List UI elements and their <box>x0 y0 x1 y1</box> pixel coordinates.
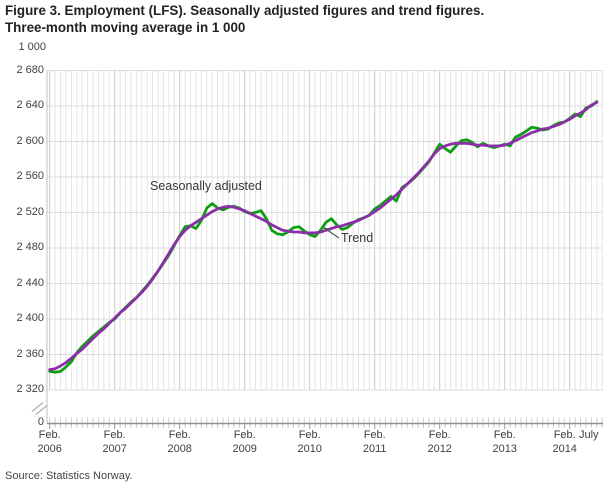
y-axis-zero-label: 0 <box>37 416 44 428</box>
figure-title: Figure 3. Employment (LFS). Seasonally a… <box>5 3 607 36</box>
x-axis-tick-label: Feb. 2008 <box>167 429 192 455</box>
x-axis-tick-label: Feb. 2007 <box>102 429 127 455</box>
x-axis-tick-label: Feb. 2009 <box>232 429 257 455</box>
x-axis-tick-label: July <box>579 429 599 441</box>
y-axis-tick-label: 2 360 <box>16 347 44 360</box>
x-axis-tick-label: Feb. 2010 <box>297 429 322 455</box>
y-axis-tick-label: 2 320 <box>16 383 44 395</box>
figure-title-line2: Three-month moving average in 1 000 <box>5 19 246 35</box>
x-axis-tick-label: Feb. 2014 <box>552 429 577 455</box>
x-axis-tick-label: Feb. 2012 <box>427 429 452 455</box>
axis-break-icon <box>35 404 48 416</box>
x-axis-tick-label: Feb. 2011 <box>362 429 387 455</box>
source-note: Source: Statistics Norway. <box>5 470 133 482</box>
trend-arrowhead <box>323 227 328 232</box>
y-axis-tick-label: 2 680 <box>16 63 44 76</box>
x-axis-tick-label: Feb. 2013 <box>492 429 517 455</box>
axis-break-icon <box>31 401 44 413</box>
x-axis-tick-label: Feb. 2006 <box>37 429 62 455</box>
figure-title-line1: Figure 3. Employment (LFS). Seasonally a… <box>5 3 485 18</box>
y-axis-tick-label: 2 480 <box>16 241 44 253</box>
annotation-seasonally-adjusted: Seasonally adjusted <box>150 179 262 193</box>
y-axis-tick-label: 2 640 <box>16 99 44 111</box>
y-axis-tick-label: 2 600 <box>16 134 44 147</box>
series-trend-line <box>48 101 599 372</box>
y-axis-tick-label: 2 400 <box>16 312 44 324</box>
annotation-trend: Trend <box>341 231 374 245</box>
y-axis-tick-label: 2 560 <box>16 170 44 182</box>
y-axis-tick-label: 2 440 <box>16 276 44 289</box>
y-axis-unit-label: 1 000 <box>18 41 46 53</box>
y-axis-tick-label: 2 520 <box>16 205 44 218</box>
